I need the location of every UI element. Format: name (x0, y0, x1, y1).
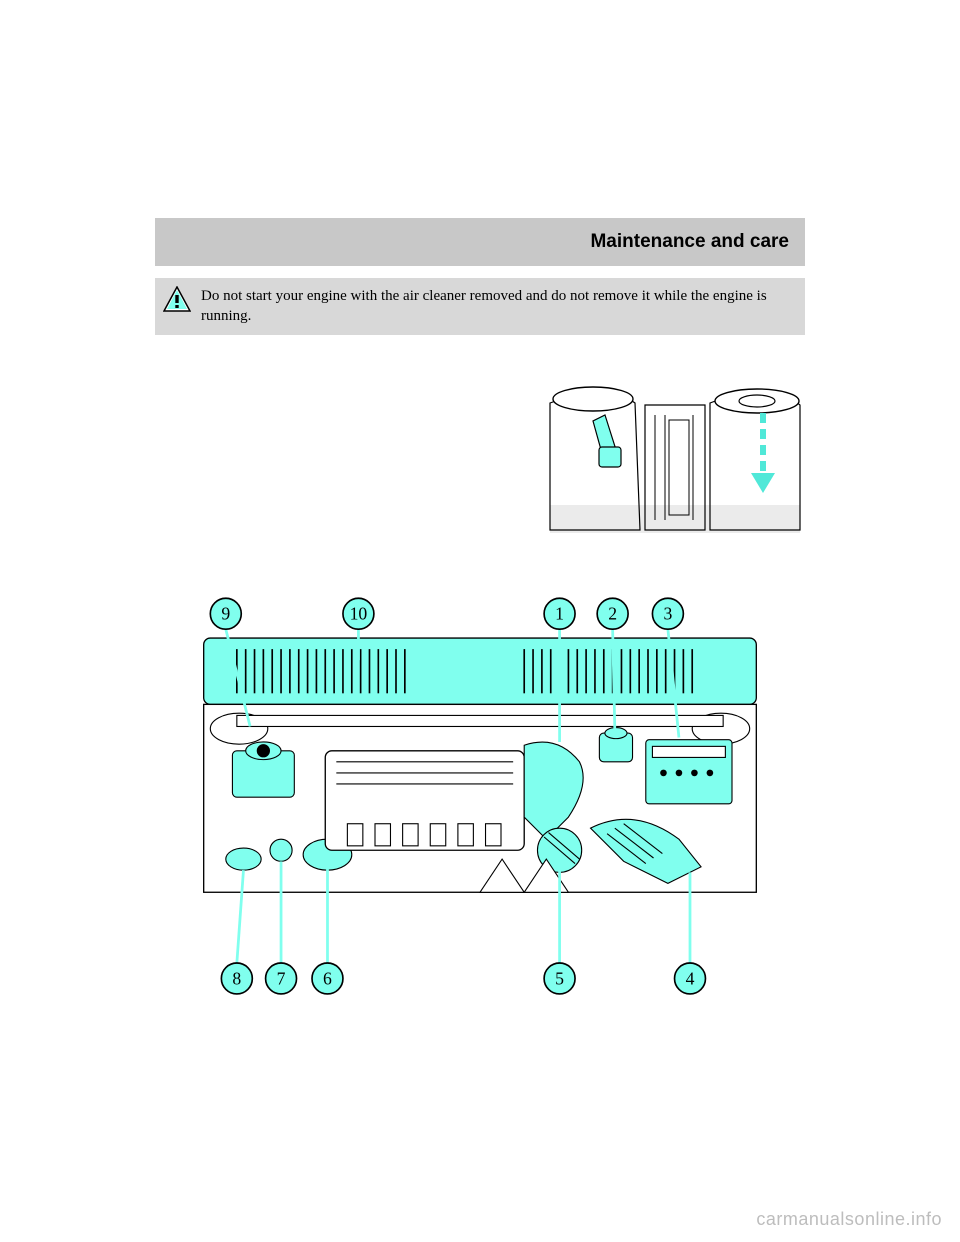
warning-icon (163, 286, 191, 312)
callout-1: 1 (555, 603, 564, 623)
callout-5: 5 (555, 968, 564, 988)
warning-text: Do not start your engine with the air cl… (201, 286, 793, 327)
warning-box: Do not start your engine with the air cl… (155, 278, 805, 335)
callout-7: 7 (277, 968, 286, 988)
callout-6: 6 (323, 968, 332, 988)
watermark: carmanualsonline.info (756, 1209, 942, 1230)
section-header: Maintenance and care (155, 218, 805, 266)
callout-9: 9 (221, 603, 230, 623)
hood-release-figure (155, 385, 805, 535)
callout-2: 2 (608, 603, 617, 623)
callout-4: 4 (686, 968, 695, 988)
page-container: Maintenance and care Do not start your e… (155, 218, 805, 1005)
engine-bay-figure: 9 10 1 2 3 8 7 6 5 4 (155, 585, 805, 1005)
hood-release-illustration (545, 385, 805, 535)
callout-10: 10 (350, 603, 368, 623)
callout-3: 3 (663, 603, 672, 623)
callout-8: 8 (232, 968, 241, 988)
section-title: Maintenance and care (590, 231, 789, 253)
engine-bay-illustration: 9 10 1 2 3 8 7 6 5 4 (170, 585, 790, 1005)
